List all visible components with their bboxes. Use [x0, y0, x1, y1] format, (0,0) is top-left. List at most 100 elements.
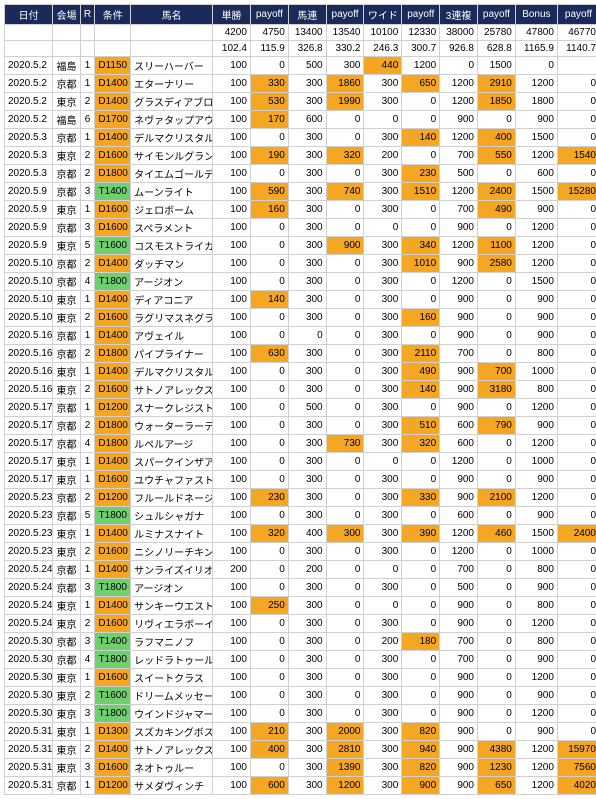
cell-date: 2020.5.9 [5, 219, 53, 237]
cell-num: 300 [364, 705, 402, 723]
cell-num: 300 [364, 273, 402, 291]
col-header: ワイド [364, 5, 402, 25]
cell-num: 100 [213, 309, 251, 327]
cell-num: 100 [213, 129, 251, 147]
cell-num: 1010 [402, 255, 440, 273]
summary-cell: 25780 [478, 25, 516, 41]
cell-cond: T1800 [95, 651, 131, 669]
table-row: 2020.5.24東京2D1600リヴィエラボーイ100030003000900… [5, 615, 596, 633]
cell-r: 3 [80, 633, 95, 651]
cell-num: 100 [213, 615, 251, 633]
cell-num: 0 [402, 93, 440, 111]
cell-num: 300 [364, 417, 402, 435]
cell-horse: ニシノリーチキング [131, 543, 213, 561]
cell-num: 300 [288, 489, 326, 507]
cell-date: 2020.5.10 [5, 273, 53, 291]
cell-date: 2020.5.17 [5, 435, 53, 453]
cell-num: 900 [440, 741, 478, 759]
cell-num: 0 [326, 561, 364, 579]
summary-cell: 13540 [326, 25, 364, 41]
summary-cell: 115.9 [250, 41, 288, 57]
cell-num: 0 [478, 705, 516, 723]
col-header: 馬名 [131, 5, 213, 25]
cell-num: 300 [288, 129, 326, 147]
cell-num: 100 [213, 525, 251, 543]
table-row: 2020.5.3京都1D1400デルマクリスタル1000300030014012… [5, 129, 596, 147]
cell-num: 0 [326, 543, 364, 561]
cell-cond: T1800 [95, 579, 131, 597]
cell-num: 300 [364, 543, 402, 561]
cell-num: 0 [478, 453, 516, 471]
summary-row: 4200475013400135401010012330380002578047… [5, 25, 596, 41]
cell-num: 300 [288, 165, 326, 183]
cell-horse: エターナリー [131, 75, 213, 93]
cell-num: 0 [478, 669, 516, 687]
cell-num: 1500 [515, 525, 557, 543]
cell-num: 300 [288, 75, 326, 93]
cell-num: 2000 [326, 723, 364, 741]
cell-num: 0 [250, 237, 288, 255]
cell-num: 300 [364, 759, 402, 777]
summary-cell [95, 41, 131, 57]
cell-num: 300 [326, 525, 364, 543]
cell-num: 0 [402, 201, 440, 219]
cell-num: 1200 [402, 57, 440, 75]
cell-r: 1 [80, 75, 95, 93]
cell-num: 100 [213, 453, 251, 471]
cell-num: 600 [440, 507, 478, 525]
cell-date: 2020.5.3 [5, 147, 53, 165]
cell-r: 3 [80, 219, 95, 237]
cell-num: 0 [326, 597, 364, 615]
cell-date: 2020.5.31 [5, 759, 53, 777]
cell-num: 100 [213, 759, 251, 777]
cell-num: 0 [250, 471, 288, 489]
cell-cond: T1800 [95, 273, 131, 291]
cell-num: 900 [326, 237, 364, 255]
col-header: payoff [326, 5, 364, 25]
cell-date: 2020.5.17 [5, 453, 53, 471]
cell-cond: D1200 [95, 489, 131, 507]
cell-num: 900 [440, 687, 478, 705]
cell-num: 1200 [515, 669, 557, 687]
cell-num: 0 [326, 273, 364, 291]
cell-num: 0 [402, 147, 440, 165]
cell-num: 1540 [557, 147, 596, 165]
cell-num: 700 [440, 147, 478, 165]
cell-num: 900 [440, 669, 478, 687]
cell-num: 1200 [515, 741, 557, 759]
cell-num: 0 [557, 705, 596, 723]
cell-horse: ラフマニノフ [131, 633, 213, 651]
cell-horse: スペラメント [131, 219, 213, 237]
cell-r: 1 [80, 525, 95, 543]
cell-num: 900 [515, 687, 557, 705]
cell-num: 0 [557, 327, 596, 345]
table-row: 2020.5.24京都3T1800アージオン100030003000500090… [5, 579, 596, 597]
cell-num: 600 [440, 417, 478, 435]
summary-cell: 246.3 [364, 41, 402, 57]
cell-place: 東京 [53, 687, 80, 705]
cell-cond: D1600 [95, 471, 131, 489]
cell-num: 530 [250, 93, 288, 111]
cell-date: 2020.5.30 [5, 651, 53, 669]
cell-r: 2 [80, 741, 95, 759]
cell-horse: ネヴァタップアウト [131, 111, 213, 129]
cell-num: 300 [288, 363, 326, 381]
cell-place: 東京 [53, 597, 80, 615]
col-header: Bonus [515, 5, 557, 25]
cell-horse: デルマクリスタル [131, 363, 213, 381]
cell-horse: サメダヴィンチ [131, 777, 213, 795]
cell-num: 0 [402, 615, 440, 633]
cell-num: 700 [440, 651, 478, 669]
cell-num: 0 [364, 219, 402, 237]
cell-horse: スリーハーバー [131, 57, 213, 75]
cell-num: 900 [440, 489, 478, 507]
cell-place: 京都 [53, 399, 80, 417]
table-row: 2020.5.23東京1D1400ルミナスナイト1003204003003003… [5, 525, 596, 543]
cell-num: 100 [213, 219, 251, 237]
cell-num: 1800 [515, 93, 557, 111]
cell-cond: D1400 [95, 327, 131, 345]
col-header: 日付 [5, 5, 53, 25]
cell-num: 900 [440, 615, 478, 633]
cell-date: 2020.5.9 [5, 183, 53, 201]
cell-r: 4 [80, 435, 95, 453]
